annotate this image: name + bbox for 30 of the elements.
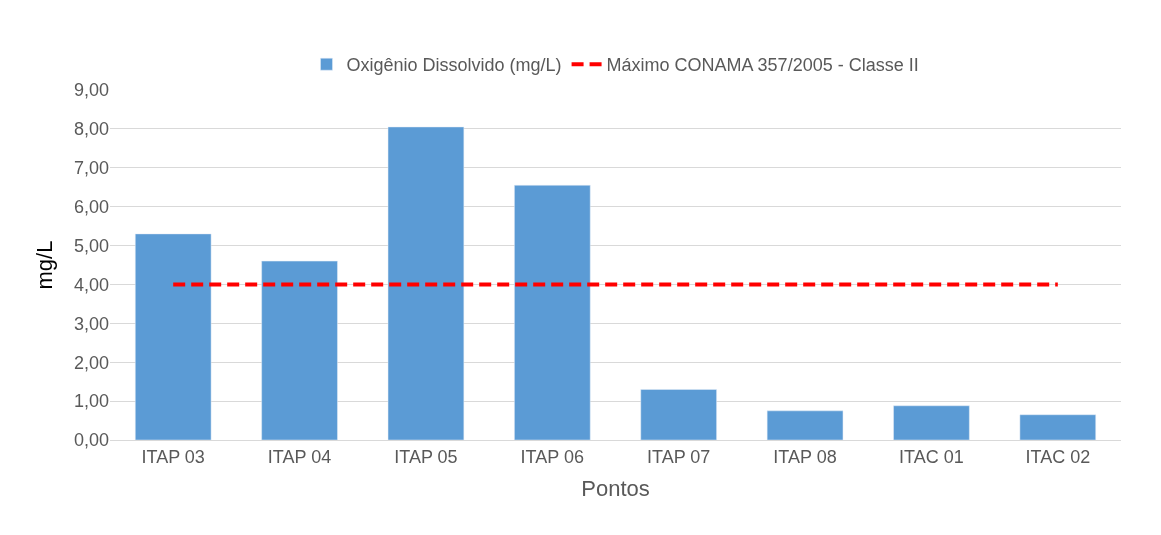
y-tick-label: 8,00 xyxy=(73,119,109,140)
y-axis-title: mg/L xyxy=(31,240,57,290)
bar xyxy=(1019,414,1096,440)
y-tick-label: 7,00 xyxy=(73,158,109,179)
legend-label: Máximo CONAMA 357/2005 - Classe II xyxy=(606,55,919,76)
x-tick-label: ITAP 08 xyxy=(773,446,837,467)
legend-label: Oxigênio Dissolvido (mg/L) xyxy=(346,55,562,76)
x-tick-label: ITAP 03 xyxy=(141,446,205,467)
bar xyxy=(514,185,591,440)
x-axis-title: Pontos xyxy=(581,476,650,502)
y-tick-label: 3,00 xyxy=(73,313,109,334)
bar xyxy=(766,410,844,440)
x-tick-label: ITAC 02 xyxy=(1025,446,1091,467)
x-tick-label: ITAP 05 xyxy=(394,446,458,467)
x-tick-label: ITAP 04 xyxy=(267,446,332,467)
bar xyxy=(387,126,465,440)
bar xyxy=(135,233,212,440)
bar xyxy=(640,389,717,440)
bar xyxy=(893,405,970,440)
y-tick-label: 2,00 xyxy=(73,352,109,373)
y-tick-label: 9,00 xyxy=(73,80,109,101)
y-tick-label: 6,00 xyxy=(73,196,109,217)
x-tick-label: ITAP 06 xyxy=(520,446,584,467)
y-tick-label: 1,00 xyxy=(73,391,109,412)
y-tick-label: 4,00 xyxy=(73,274,109,295)
y-tick-label: 0,00 xyxy=(73,430,109,451)
x-tick-label: ITAC 01 xyxy=(899,446,964,467)
x-tick-label: ITAP 07 xyxy=(647,446,711,467)
bar xyxy=(261,260,338,440)
y-tick-label: 5,00 xyxy=(73,235,109,256)
